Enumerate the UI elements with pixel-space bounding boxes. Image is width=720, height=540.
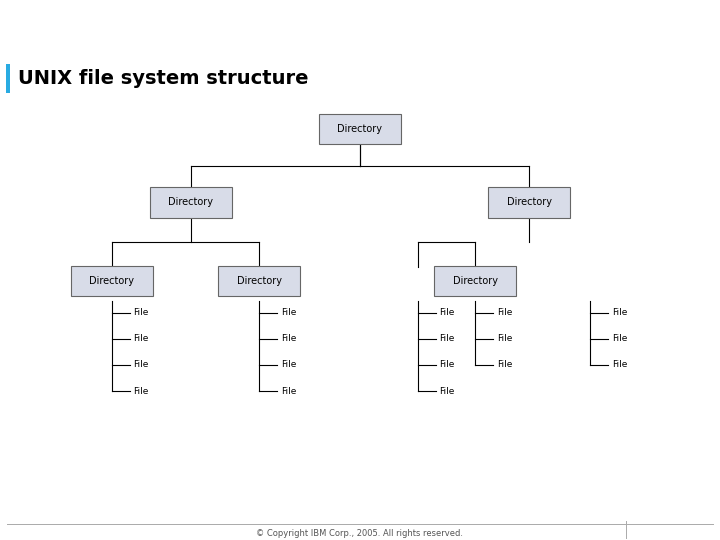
Text: File: File [281,387,296,395]
FancyBboxPatch shape [319,113,401,144]
Text: Directory: Directory [507,198,552,207]
Text: Directory: Directory [89,276,134,286]
Text: File: File [439,387,454,395]
Text: File: File [612,308,627,317]
Text: Directory: Directory [237,276,282,286]
Text: File: File [439,334,454,343]
FancyBboxPatch shape [434,266,516,296]
FancyBboxPatch shape [218,266,300,296]
Text: File: File [133,387,148,395]
Text: File: File [439,308,454,317]
FancyBboxPatch shape [71,266,153,296]
Text: File: File [281,334,296,343]
Text: File: File [133,334,148,343]
Text: File: File [497,334,512,343]
Text: File: File [497,308,512,317]
Text: Introduction to the new mainframe: Introduction to the new mainframe [11,16,230,29]
FancyBboxPatch shape [150,187,232,218]
Text: File: File [133,308,148,317]
Text: UNIX file system structure: UNIX file system structure [18,69,308,88]
Text: Directory: Directory [338,124,382,134]
Text: File: File [497,360,512,369]
Text: File: File [281,360,296,369]
Text: Directory: Directory [168,198,213,207]
Bar [6,64,10,93]
Text: File: File [612,334,627,343]
Text: File: File [133,360,148,369]
Text: File: File [612,360,627,369]
Text: File: File [439,360,454,369]
Text: © Copyright IBM Corp., 2005. All rights reserved.: © Copyright IBM Corp., 2005. All rights … [256,529,464,538]
Text: Directory: Directory [453,276,498,286]
Text: IBM: IBM [682,15,707,29]
FancyBboxPatch shape [488,187,570,218]
Text: File: File [281,308,296,317]
